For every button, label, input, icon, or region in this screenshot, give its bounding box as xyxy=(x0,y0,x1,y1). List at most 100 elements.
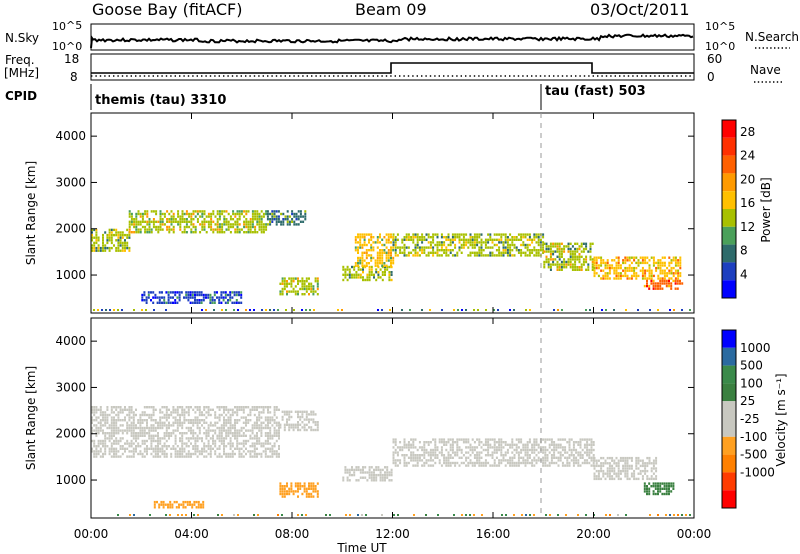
beam-title: Beam 09 xyxy=(355,0,427,19)
x-tick-label: 12:00 xyxy=(375,527,410,541)
nave-tick-bottom: 0 xyxy=(707,70,715,84)
power-colorbar-swatch xyxy=(722,244,736,263)
nsearch-tick-bottom: 10^0 xyxy=(705,40,735,53)
y-tick-label: 3000 xyxy=(55,175,86,189)
nsky-panel: N.Sky 10^5 10^0 10^5 10^0 N.Search xyxy=(5,19,799,53)
power-colorbar-swatch xyxy=(722,155,736,174)
nsky-series-line xyxy=(90,33,694,49)
y-tick-label: 1000 xyxy=(55,473,86,487)
freq-label: Freq. xyxy=(5,53,35,67)
power-colorbar-swatch xyxy=(722,191,736,209)
near-range-noise xyxy=(117,514,691,516)
power-colorbar-tick: 20 xyxy=(740,172,755,186)
echo-band xyxy=(342,265,393,282)
power-ylabel: Slant Range [km] xyxy=(24,161,38,265)
velocity-colorbar-swatch xyxy=(722,347,736,366)
power-colorbar-swatch xyxy=(722,262,736,281)
freq-tick-bottom: 8 xyxy=(70,70,78,84)
x-tick-label: 04:00 xyxy=(174,527,209,541)
velocity-colorbar-swatch xyxy=(722,454,736,473)
echo-band xyxy=(342,466,393,482)
echo-band xyxy=(91,406,280,458)
velocity-colorbar-tick: -25 xyxy=(740,412,760,426)
y-tick-label: 2000 xyxy=(55,427,86,441)
x-tick-label: 00:00 xyxy=(74,527,109,541)
freq-series-line xyxy=(91,62,694,74)
nave-label: Nave xyxy=(750,63,781,77)
velocity-colorbar-tick: -100 xyxy=(740,430,767,444)
x-tick-label: 20:00 xyxy=(576,527,611,541)
freq-panel: Freq. [MHz] 18 8 60 0 Nave xyxy=(4,52,782,84)
echo-band xyxy=(543,242,594,271)
velocity-colorbar-frame xyxy=(721,329,737,509)
freq-unit-label: [MHz] xyxy=(4,66,39,80)
cpid-label-themis: themis (tau) 3310 xyxy=(95,93,226,108)
y-tick-label: 3000 xyxy=(55,380,86,394)
time-axis-label: Time UT xyxy=(336,541,387,554)
x-tick-label: 08:00 xyxy=(275,527,310,541)
echo-band xyxy=(128,210,268,234)
velocity-colorbar-swatch xyxy=(722,365,736,384)
x-tick-label: 16:00 xyxy=(476,527,511,541)
velocity-colorbar-tick: 100 xyxy=(740,376,763,390)
velocity-panel-frame xyxy=(90,317,695,519)
velocity-colorbar-tick: -1000 xyxy=(740,465,775,479)
echo-band xyxy=(354,233,395,267)
y-tick-label: 1000 xyxy=(55,268,86,282)
velocity-colorbar-swatch xyxy=(722,472,736,491)
velocity-colorbar-swatch xyxy=(722,419,736,437)
power-colorbar-label: Power [dB] xyxy=(759,177,773,242)
y-tick-label: 4000 xyxy=(55,334,86,348)
echo-band xyxy=(593,456,658,481)
echo-band xyxy=(643,482,675,496)
near-range-noise xyxy=(93,309,691,311)
power-colorbar-swatch xyxy=(722,137,736,156)
nsky-tick-bottom: 10^0 xyxy=(52,40,82,53)
cpid-label-tau-fast: tau (fast) 503 xyxy=(545,84,646,99)
power-colorbar-swatch xyxy=(722,209,736,227)
velocity-panel: Slant Range [km] 1000 2000 3000 4000 1000 50… xyxy=(24,317,788,519)
velocity-colorbar-swatch xyxy=(722,383,736,402)
power-panel-frame xyxy=(90,112,695,314)
power-colorbar-swatch xyxy=(722,280,736,298)
nave-tick-top: 60 xyxy=(707,52,722,66)
velocity-colorbar-tick: 25 xyxy=(740,394,755,408)
x-tick-label: 00:00 xyxy=(677,527,712,541)
velocity-colorbar-tick: 500 xyxy=(740,359,763,373)
echo-band xyxy=(279,410,319,432)
power-colorbar-swatch xyxy=(722,120,736,138)
freq-tick-top: 18 xyxy=(64,52,79,66)
echo-band xyxy=(153,500,205,509)
velocity-colorbar-tick: 1000 xyxy=(740,341,771,355)
power-panel: Slant Range [km] 1000 2000 3000 4000 4 8 12 16… xyxy=(24,112,773,314)
nsky-label: N.Sky xyxy=(5,31,39,45)
power-colorbar-tick: 24 xyxy=(740,149,755,163)
nsky-panel-frame xyxy=(90,23,695,51)
power-colorbar-tick: 4 xyxy=(740,267,748,281)
freq-panel-frame xyxy=(90,53,695,81)
cpid-row: CPID themis (tau) 3310 tau (fast) 503 xyxy=(5,84,646,110)
nsearch-label: N.Search xyxy=(745,30,799,44)
power-colorbar-tick: 12 xyxy=(740,220,755,234)
echo-band xyxy=(279,277,319,296)
power-colorbar-tick: 16 xyxy=(740,196,755,210)
velocity-colorbar-label: Velocity [m s⁻¹] xyxy=(774,373,788,466)
velocity-ylabel: Slant Range [km] xyxy=(24,366,38,470)
echo-band xyxy=(392,438,595,467)
power-colorbar-tick: 28 xyxy=(740,125,755,139)
echo-band xyxy=(643,279,684,290)
date-title: 03/Oct/2011 xyxy=(590,0,690,19)
power-colorbar-swatch xyxy=(722,173,736,192)
echo-band xyxy=(392,233,545,257)
y-tick-label: 2000 xyxy=(55,222,86,236)
echo-band xyxy=(141,291,243,304)
echo-band xyxy=(593,256,682,280)
nsky-tick-top: 10^5 xyxy=(52,19,82,33)
velocity-colorbar-swatch xyxy=(722,490,736,508)
power-colorbar-tick: 8 xyxy=(740,244,748,258)
cpid-label: CPID xyxy=(5,89,37,103)
velocity-colorbar-swatch xyxy=(722,330,736,348)
power-colorbar-frame xyxy=(721,119,737,299)
echo-band xyxy=(279,482,319,498)
